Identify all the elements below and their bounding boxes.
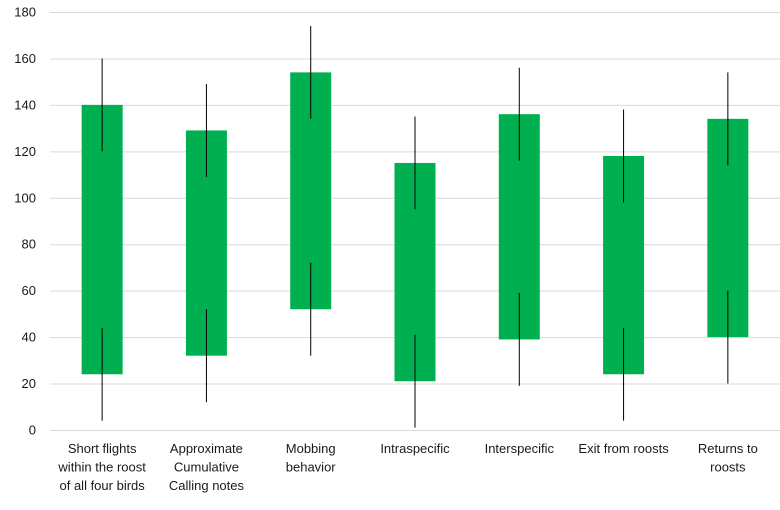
y-tick-label: 100: [14, 190, 36, 205]
x-category-label: Mobbing behavior: [286, 441, 337, 475]
x-category-label-line: Approximate: [170, 441, 243, 456]
y-tick-label: 60: [22, 283, 36, 298]
y-tick-label: 40: [22, 330, 36, 345]
y-tick-label: 20: [22, 376, 36, 391]
x-category-label-line: Mobbing: [286, 441, 336, 456]
error-bars: [101, 25, 729, 428]
x-category-label-line: Interspecific: [485, 441, 555, 456]
x-category-label: Returns to roosts: [698, 441, 758, 475]
y-axis-tick-labels: 0 20 40 60 80 100 120 140 160 180: [14, 5, 36, 438]
x-axis-category-labels: Short flights within the roost of all four…: [57, 441, 757, 493]
y-tick-label: 80: [22, 237, 36, 252]
x-category-label: Approximate Cumulative Calling notes: [169, 441, 245, 493]
x-category-label-line: Intraspecific: [380, 441, 450, 456]
x-category-label: Interspecific: [485, 441, 555, 456]
x-category-label-line: within the roost: [57, 460, 146, 475]
x-category-label: Short flights within the roost of all four…: [57, 441, 146, 493]
y-tick-label: 180: [14, 5, 36, 20]
x-category-label-line: roosts: [710, 460, 746, 475]
y-tick-label: 140: [14, 97, 36, 112]
x-category-label-line: behavior: [286, 460, 337, 475]
y-tick-label: 160: [14, 51, 36, 66]
x-category-label-line: Cumulative: [174, 460, 239, 475]
x-category-label: Intraspecific: [380, 441, 450, 456]
x-category-label-line: Returns to: [698, 441, 758, 456]
x-category-label-line: Short flights: [68, 441, 137, 456]
x-category-label: Exit from roosts: [578, 441, 669, 456]
x-category-label-line: Calling notes: [169, 478, 245, 493]
y-tick-label: 0: [29, 423, 36, 438]
x-category-label-line: Exit from roosts: [578, 441, 669, 456]
x-category-label-line: of all four birds: [60, 478, 146, 493]
y-tick-label: 120: [14, 144, 36, 159]
